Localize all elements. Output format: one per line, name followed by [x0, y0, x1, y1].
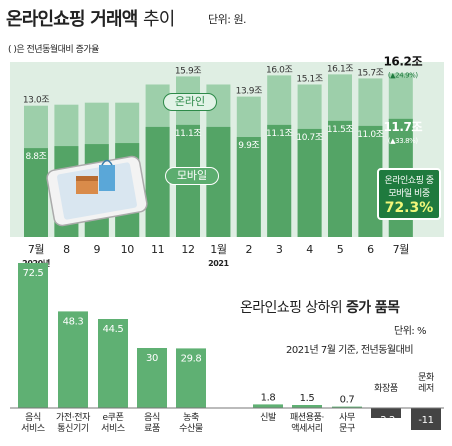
item-category-label: 가전·전자 — [56, 412, 91, 423]
x-tick-label: 7월 — [28, 243, 45, 256]
item-bar — [253, 404, 283, 408]
unit-label: 단위: 원. — [208, 13, 247, 26]
item-bar — [98, 319, 128, 408]
growth-note: ( )은 전년동월대비 증가율 — [8, 45, 99, 55]
item-category-label: 패션용품· — [290, 412, 324, 423]
item-category-label: 레저 — [418, 383, 434, 394]
item-category-label: 료품 — [144, 423, 160, 434]
online-growth-label: (▲24.9%) — [388, 71, 419, 79]
online-value-label: 15.1조 — [296, 74, 322, 84]
mobile-value-label: 11.0조 — [357, 130, 383, 140]
item-category-label: 음식 — [144, 412, 160, 423]
item-category-label: 문구 — [339, 423, 355, 434]
item-category-label: 신발 — [260, 412, 276, 423]
mobile-value-label: 11.1조 — [266, 129, 292, 139]
callout-value: 72.3% — [384, 200, 434, 216]
item-bar-negative — [411, 408, 441, 430]
callout-line1: 온라인쇼핑 중 — [384, 176, 434, 186]
chart-title-sub: 추이 — [143, 9, 175, 30]
x-tick-label: 11 — [151, 243, 164, 256]
mobile-value-label: 11.5조 — [327, 125, 353, 135]
x-tick-label: 12 — [181, 243, 194, 256]
chart2-title: 온라인쇼핑 상하위 증가 품목 — [240, 297, 400, 317]
item-value-label: 1.5 — [300, 393, 315, 404]
phone-icon — [46, 155, 148, 227]
chart-title-main: 온라인쇼핑 거래액 — [6, 9, 138, 30]
mobile-value-label: 10.7조 — [296, 133, 322, 143]
online-value-label: 15.9조 — [175, 66, 201, 76]
item-category-label: 음식 — [25, 412, 41, 423]
chart2-unit: 단위: % — [394, 326, 426, 337]
x-tick-label: 9 — [93, 243, 100, 256]
item-category-label: 사무 — [339, 412, 355, 423]
item-category-label: 액세서리 — [291, 422, 323, 434]
item-category-label: e쿠폰 — [103, 412, 124, 423]
series-label-online: 온라인 — [163, 93, 217, 111]
x-tick-label: 2 — [245, 243, 252, 256]
item-category-label: 농축 — [183, 412, 199, 423]
item-value-label: 1.8 — [261, 392, 276, 403]
chart2-title-prefix: 온라인쇼핑 상하위 — [240, 300, 343, 316]
item-value-label: 48.3 — [63, 316, 84, 327]
callout-line2: 모바일 비중 — [388, 189, 430, 199]
mobile-share-callout: 온라인쇼핑 중 모바일 비중 72.3% — [377, 168, 441, 220]
item-value-label: 29.8 — [181, 353, 202, 364]
x-tick-label: 8 — [63, 243, 70, 256]
item-category-label: 통신기기 — [57, 423, 89, 434]
mobile-bar — [297, 128, 322, 237]
mobile-value-label: 8.8조 — [26, 152, 47, 162]
item-category-label: 서비스 — [101, 423, 125, 434]
online-value-label: 13.0조 — [23, 96, 49, 106]
item-value-label: 0.7 — [340, 395, 355, 406]
item-bar — [58, 311, 88, 408]
mobile-bar — [328, 120, 352, 237]
mobile-value-label: 11.7조 — [383, 120, 422, 134]
x-tick-label: 5 — [337, 243, 344, 256]
item-bar — [137, 348, 167, 408]
x-tick-label: 3 — [276, 243, 283, 256]
item-bar — [18, 263, 48, 408]
x-tick-label: 4 — [306, 243, 313, 256]
mobile-value-label: 9.9조 — [238, 141, 259, 151]
item-value-label: 30 — [146, 353, 158, 364]
item-category-label: 문화 — [418, 372, 434, 383]
mobile-growth-label: (▲33.8%) — [388, 137, 419, 145]
item-category-label: 수산물 — [179, 423, 203, 434]
chart2-title-bold: 증가 품목 — [345, 300, 400, 316]
year-label-2021: 2021 — [208, 259, 229, 268]
x-tick-label: 10 — [121, 243, 135, 256]
item-value-label: -2.2 — [377, 415, 395, 426]
item-bar-negative — [371, 408, 401, 418]
chart2-basis: 2021년 7월 기준, 전년동월대비 — [286, 345, 414, 356]
item-value-label: 44.5 — [103, 324, 124, 335]
mobile-bar — [236, 137, 261, 237]
x-tick-label: 6 — [367, 243, 374, 256]
series-label-mobile: 모바일 — [165, 167, 219, 185]
item-category-label: 서비스 — [21, 423, 45, 434]
x-tick-label: 7월 — [393, 243, 410, 256]
online-value-label: 13.9조 — [236, 87, 262, 97]
online-value-label: 15.7조 — [357, 68, 383, 78]
item-bar — [332, 406, 362, 408]
online-value-label: 16.1조 — [327, 64, 353, 74]
online-value-label: 16.2조 — [383, 54, 422, 68]
online-value-label: 16.0조 — [266, 65, 292, 75]
mobile-bar — [145, 126, 170, 237]
item-value-label: -11 — [418, 415, 433, 426]
chart-title: 온라인쇼핑 거래액 추이 — [6, 5, 175, 31]
item-value-label: 72.5 — [23, 268, 44, 279]
x-tick-label: 1월 — [210, 243, 227, 256]
item-bar — [176, 348, 206, 408]
item-category-label: 화장품 — [374, 383, 398, 394]
mobile-value-label: 11.1조 — [175, 129, 201, 139]
mobile-bar — [24, 148, 48, 237]
item-bar — [292, 405, 322, 408]
mobile-bar — [267, 124, 292, 237]
